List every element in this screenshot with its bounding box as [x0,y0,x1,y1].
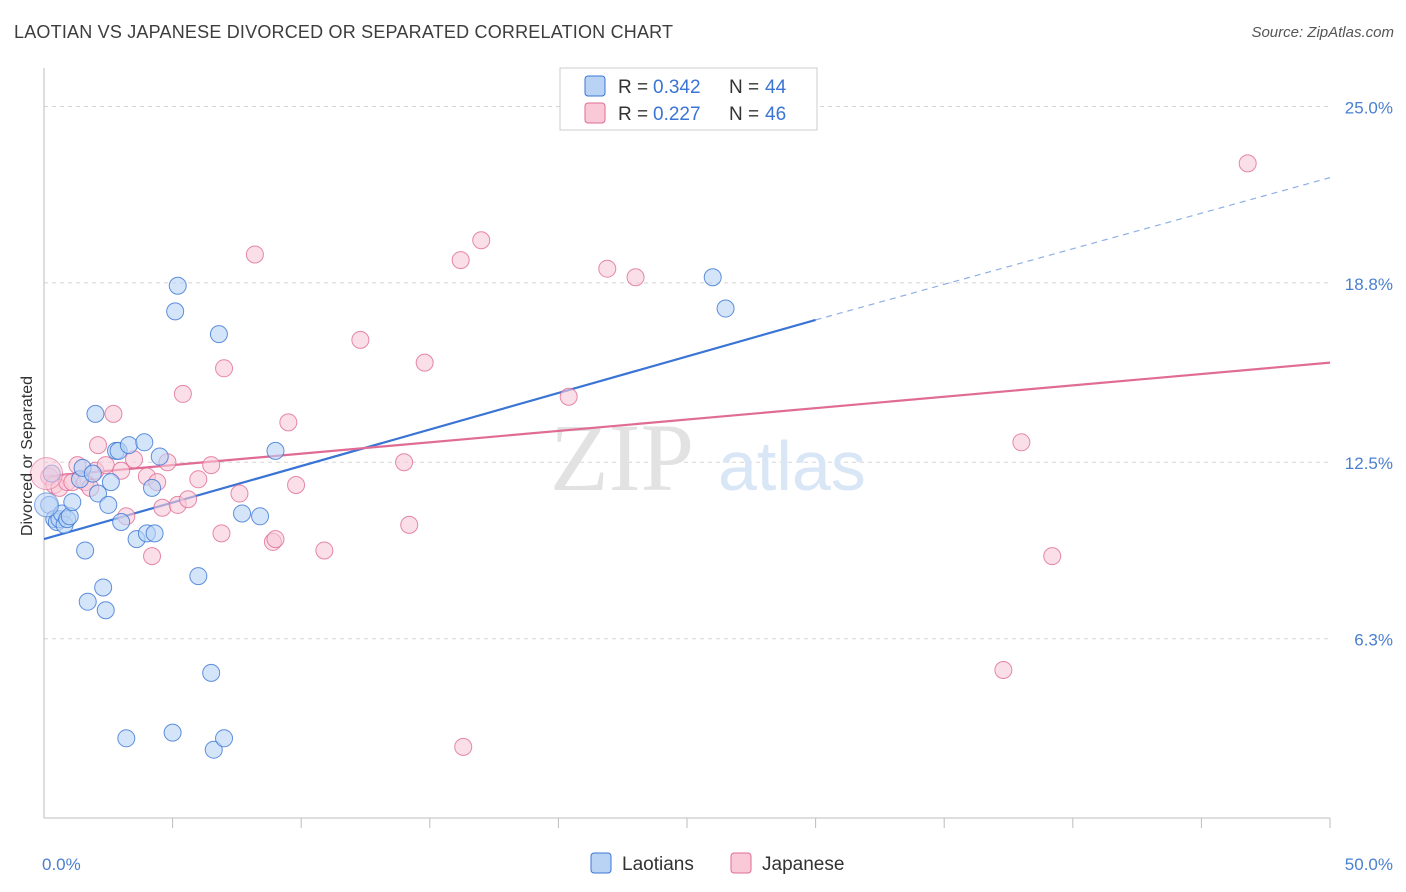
y-axis-title: Divorced or Separated [19,376,36,536]
point-laotians-cluster [34,492,60,518]
point-laotians [703,268,722,287]
point-japanese [173,384,192,403]
point-japanese [104,404,123,423]
legend-r-label-2: R = [618,104,648,125]
point-laotians [117,729,136,748]
point-laotians [215,729,234,748]
point-japanese [202,456,221,475]
point-japanese [351,330,370,349]
legend-r-value-laotians: 0.342 [653,77,701,98]
point-laotians [86,404,105,423]
point-laotians [63,493,82,512]
bottom-legend-swatch-japanese [730,852,752,874]
point-laotians [145,524,164,543]
legend-swatch-japanese [584,102,606,124]
point-laotians [266,441,285,460]
grid-lines [44,105,1330,640]
point-laotians [716,299,735,318]
trend-line-japanese [43,361,1331,478]
point-japanese [451,251,470,270]
point-japanese-cluster [30,457,64,491]
point-japanese [212,524,231,543]
point-japanese [153,498,172,517]
point-laotians [251,507,270,526]
point-laotians [166,302,185,321]
point-japanese [245,245,264,264]
point-japanese [230,484,249,503]
point-laotians [78,592,97,611]
bottom-legend: Laotians Japanese [590,852,844,875]
point-laotians [163,723,182,742]
point-japanese [400,515,419,534]
point-laotians [189,567,208,586]
y-tick-label: 12.5% [1345,454,1393,473]
point-japanese [112,461,131,480]
point-japanese [395,453,414,472]
point-japanese [1043,547,1062,566]
point-japanese [179,490,198,509]
point-japanese [1238,154,1257,173]
x-tick-label-max: 50.0% [1345,855,1393,874]
legend-n-value-laotians: 44 [765,77,787,98]
point-laotians [99,495,118,514]
point-japanese [1012,433,1031,452]
legend-n-label-1: N = [729,77,759,98]
point-japanese [143,547,162,566]
bottom-legend-label-laotians: Laotians [622,854,694,875]
point-laotians [83,464,102,483]
legend-r-value-japanese: 0.227 [653,104,701,125]
point-japanese [279,413,298,432]
point-japanese [215,359,234,378]
legend-r-label-1: R = [618,77,648,98]
point-japanese [559,387,578,406]
legend-swatch-laotians [584,75,606,97]
point-japanese [287,476,306,494]
data-points [30,154,1257,759]
x-tick-label-min: 0.0% [42,855,81,874]
bottom-legend-swatch-laotians [590,852,612,874]
trend-line-laotians-extension [815,177,1331,321]
chart-title: LAOTIAN VS JAPANESE DIVORCED OR SEPARATE… [14,22,674,42]
point-japanese [598,259,617,278]
point-japanese [415,353,434,372]
point-japanese [472,231,491,250]
point-laotians [233,504,252,523]
bottom-legend-label-japanese: Japanese [762,854,844,875]
legend-n-label-2: N = [729,104,759,125]
y-tick-label: 6.3% [1354,631,1393,650]
point-japanese [454,737,473,756]
point-laotians [101,473,120,492]
point-japanese [315,541,334,560]
point-japanese [266,530,285,549]
point-laotians [76,541,95,560]
point-laotians [96,601,115,620]
point-japanese [994,661,1013,679]
point-japanese [89,436,108,455]
legend-n-value-japanese: 46 [765,104,786,125]
point-laotians [202,663,221,682]
watermark: ZIP atlas [550,404,866,511]
point-japanese [626,268,645,287]
watermark-atlas: atlas [718,427,866,505]
point-laotians [135,433,154,452]
y-tick-label: 25.0% [1345,98,1393,117]
point-laotians [94,578,113,597]
point-laotians [150,447,169,466]
y-tick-labels: 6.3% 12.5% 18.8% 25.0% [1345,98,1393,649]
point-laotians [119,436,138,455]
legend-box: R = 0.342 N = 44 R = 0.227 N = 46 [559,67,818,131]
point-laotians [204,740,223,759]
point-laotians [112,513,131,531]
point-laotians [168,276,187,295]
source-credit: Source: ZipAtlas.com [1251,24,1394,41]
y-tick-label: 18.8% [1345,275,1393,294]
point-japanese [189,470,208,489]
point-laotians [89,484,108,503]
point-laotians [143,478,162,497]
point-laotians [209,325,228,344]
x-tick-marks [172,818,1331,828]
